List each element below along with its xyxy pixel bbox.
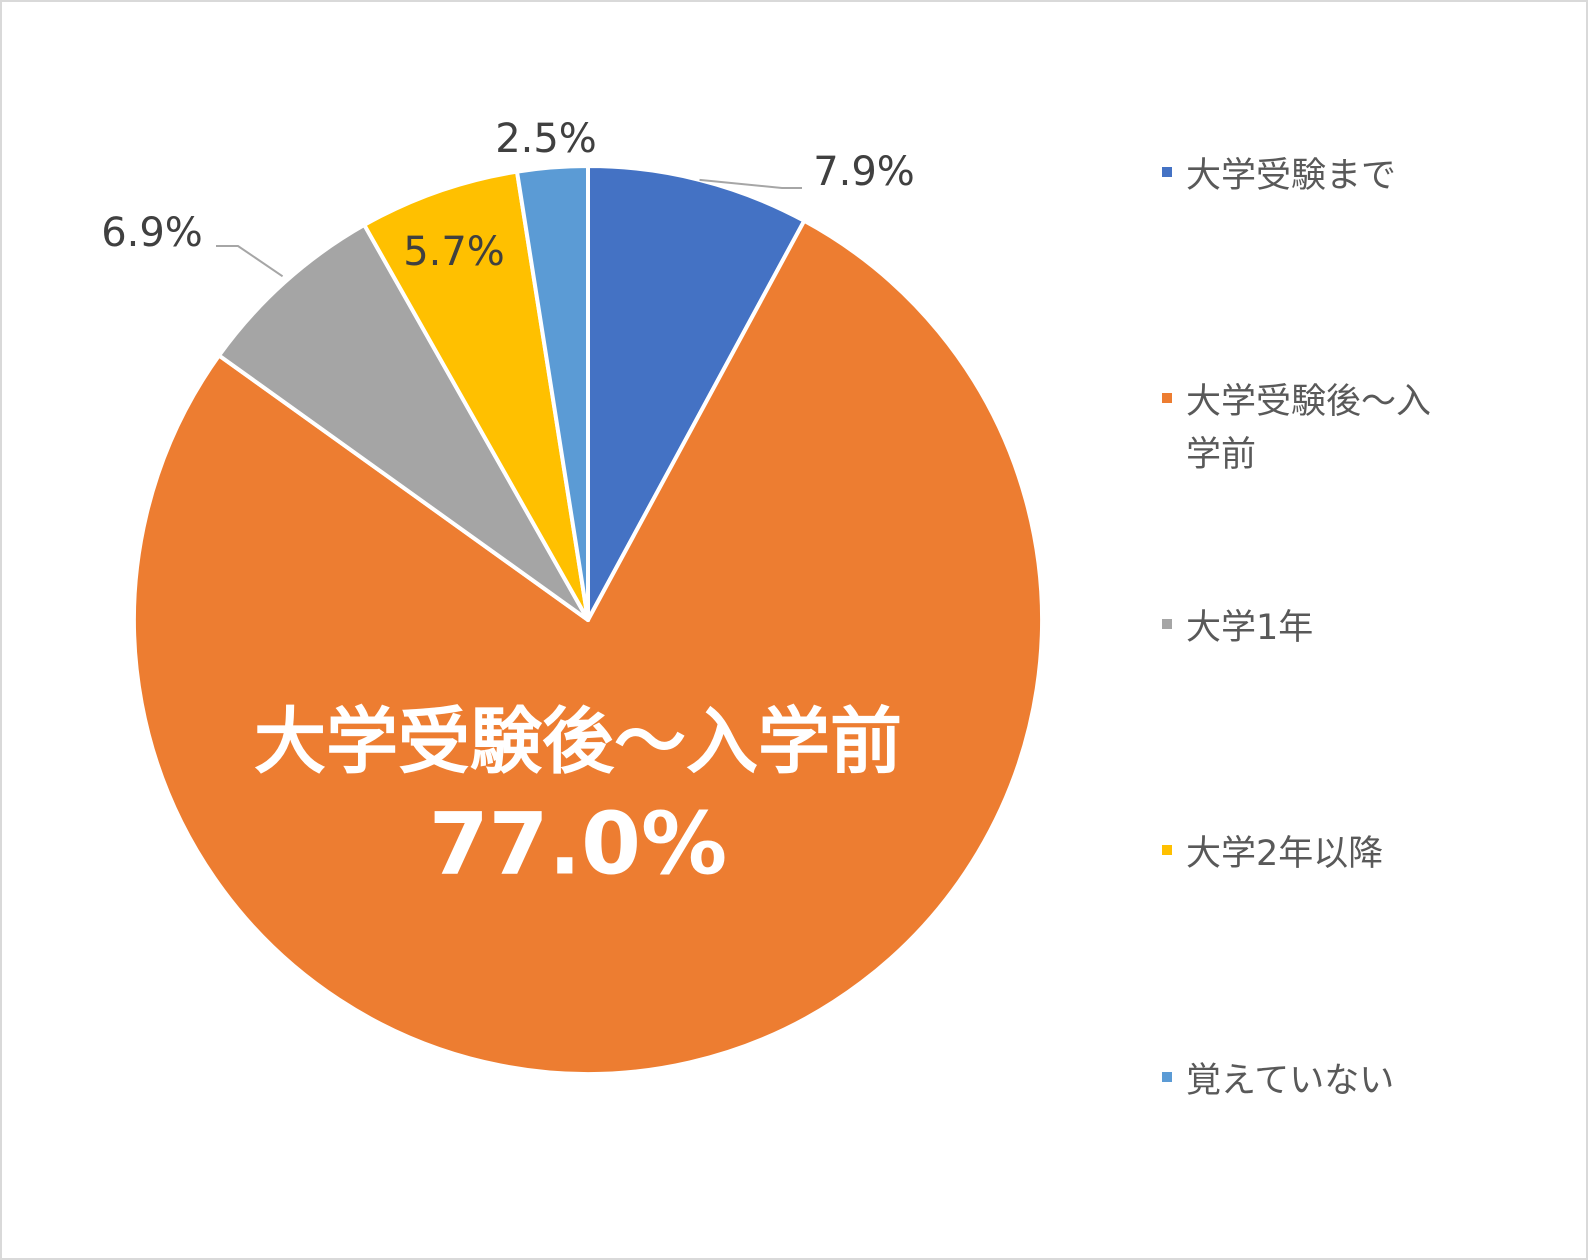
pie-slice-3[interactable]	[362, 169, 590, 622]
legend-swatch-1	[1162, 393, 1172, 403]
pie-slice-2[interactable]	[217, 222, 590, 622]
legend-item-4[interactable]: 覚えていない	[1162, 1055, 1446, 1108]
legend-item-3[interactable]: 大学2年以降	[1162, 828, 1446, 881]
data-label-3: 5.7%	[403, 229, 505, 275]
legend-item-2[interactable]: 大学1年	[1162, 602, 1446, 655]
legend-label-3: 大学2年以降	[1186, 834, 1384, 874]
legend-swatch-3	[1162, 845, 1172, 855]
legend-item-1[interactable]: 大学受験後～入学前	[1162, 376, 1446, 482]
leader-line-0	[699, 178, 802, 189]
legend-swatch-0	[1162, 167, 1172, 177]
pie-slice-0[interactable]	[586, 164, 807, 622]
pie-slice-1[interactable]	[132, 218, 1044, 1076]
legend: 大学受験まで 大学受験後～入学前 大学1年 大学2年以降 覚えていない	[1162, 2, 1562, 1258]
legend-swatch-2	[1162, 619, 1172, 629]
highlight-value-label: 77.0%	[429, 794, 727, 894]
legend-label-2: 大学1年	[1186, 608, 1314, 648]
data-label-0: 7.9%	[813, 149, 915, 195]
legend-label-1: 大学受験後～入学前	[1186, 382, 1432, 475]
legend-label-0: 大学受験まで	[1186, 156, 1397, 196]
legend-swatch-4	[1162, 1072, 1172, 1082]
highlight-category-label: 大学受験後～入学前	[254, 700, 902, 784]
data-label-2: 6.9%	[101, 210, 203, 256]
legend-label-4: 覚えていない	[1186, 1061, 1395, 1101]
legend-item-0[interactable]: 大学受験まで	[1162, 150, 1446, 203]
pie-slice-4[interactable]	[514, 164, 590, 622]
leader-line-2	[216, 245, 284, 278]
data-label-4: 2.5%	[495, 116, 597, 162]
